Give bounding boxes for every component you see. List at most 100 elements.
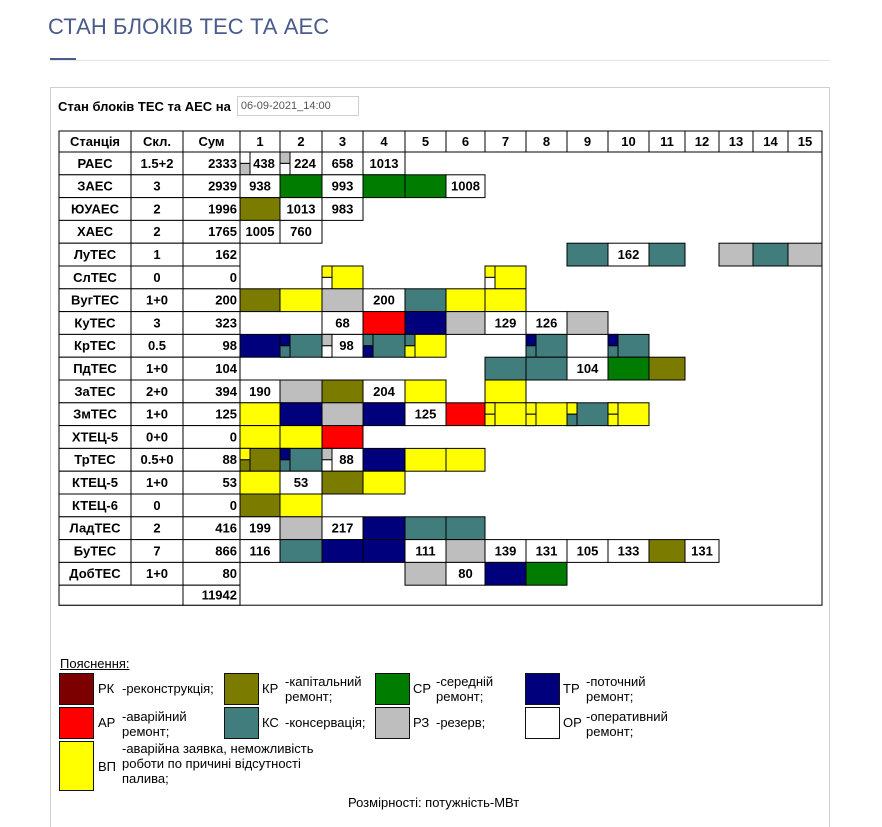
unit-cell	[362, 311, 406, 335]
unit-cell	[648, 356, 686, 381]
sum-value: 162	[215, 247, 237, 262]
sum-value: 2939	[208, 179, 237, 194]
skl-value: 1.5+2	[141, 156, 174, 171]
unit-value: 993	[332, 179, 354, 194]
column-header: 3	[339, 134, 346, 149]
unit-cell-marker	[484, 402, 496, 415]
skl-value: 3	[153, 315, 160, 330]
unit-value: 98	[339, 338, 353, 353]
sum-value: 0	[230, 498, 237, 513]
unit-value: 162	[618, 247, 640, 262]
unit-cell	[404, 516, 447, 541]
station-name: КрТЕС	[74, 338, 116, 353]
unit-cell	[279, 493, 323, 518]
column-header: 11	[660, 134, 674, 149]
skl-value: 1+0	[146, 475, 168, 490]
column-header: 1	[256, 134, 263, 149]
unit-cell-marker	[525, 345, 537, 358]
legend-swatch	[224, 707, 259, 739]
legend-swatch	[59, 673, 94, 705]
unit-value: 133	[618, 543, 640, 558]
skl-value: 0.5	[148, 338, 166, 353]
column-header: Станція	[70, 134, 120, 149]
unit-cell-marker	[362, 345, 374, 358]
unit-value: 200	[373, 293, 395, 308]
legend-description: -аварійна заявка, неможливість роботи по…	[122, 741, 314, 786]
legend-code: КС	[262, 715, 279, 730]
unit-cell	[279, 174, 323, 199]
station-name: БуТЕС	[74, 543, 117, 558]
skl-value: 0	[153, 498, 160, 513]
station-name: ДобТЕС	[69, 566, 121, 581]
sum-value: 125	[215, 407, 237, 422]
skl-value: 1+0	[146, 293, 168, 308]
unit-cell	[566, 242, 609, 267]
skl-value: 2+0	[146, 384, 168, 399]
skl-value: 1+0	[146, 361, 168, 376]
station-name: РАЕС	[78, 156, 114, 171]
date-input[interactable]	[236, 96, 359, 116]
sum-value: 1765	[208, 224, 237, 239]
unit-cell	[239, 288, 281, 313]
unit-value: 125	[415, 407, 437, 422]
legend-swatch	[525, 673, 560, 705]
unit-cell-marker	[607, 402, 619, 415]
unit-cell	[362, 447, 406, 472]
unit-cell	[239, 470, 281, 495]
total-value: 11942	[202, 588, 237, 603]
sum-value: 0	[230, 429, 237, 444]
unit-cell-marker	[362, 333, 374, 347]
unit-cell-marker	[484, 276, 496, 290]
sum-value: 98	[223, 338, 237, 353]
unit-cell-marker	[484, 413, 496, 427]
unit-cell-marker	[607, 333, 619, 347]
sum-value: 80	[223, 566, 237, 581]
column-header: 4	[380, 134, 388, 149]
column-header: 13	[729, 134, 743, 149]
legend-description: -капітальний ремонт;	[285, 674, 362, 704]
unit-cell	[525, 356, 568, 381]
legend-swatch	[375, 673, 410, 705]
unit-cell	[239, 333, 281, 358]
unit-value: 105	[577, 543, 599, 558]
unit-cell	[787, 242, 823, 267]
skl-value: 0	[153, 270, 160, 285]
unit-cell	[445, 174, 486, 199]
unit-value: 1013	[287, 201, 316, 216]
unit-cell	[445, 539, 486, 563]
unit-value: 111	[415, 543, 435, 558]
skl-value: 2	[153, 521, 160, 536]
unit-cell	[404, 447, 447, 472]
unit-cell	[279, 516, 323, 541]
skl-value: 3	[153, 179, 160, 194]
unit-cell-marker	[279, 447, 291, 461]
units-note: Розмірності: потужність-МВт	[348, 795, 520, 810]
unit-cell	[239, 493, 281, 518]
station-name: ЛадТЕС	[70, 521, 122, 536]
sum-value: 323	[215, 315, 237, 330]
divider	[50, 60, 830, 61]
legend-code: СР	[413, 681, 432, 696]
page-title: СТАН БЛОКІВ ТЕС ТА АЕС	[48, 14, 330, 39]
station-name: ЮУАЕС	[71, 201, 120, 216]
sum-value: 1996	[208, 201, 237, 216]
unit-cell	[404, 174, 447, 199]
unit-value: 1013	[370, 156, 399, 171]
unit-value: 204	[373, 384, 395, 399]
unit-cell-marker	[321, 459, 333, 472]
content-panel	[50, 87, 830, 827]
unit-cell	[321, 379, 364, 404]
unit-value: 53	[294, 475, 308, 490]
unit-cell	[484, 356, 527, 381]
unit-cell-marker	[404, 333, 416, 347]
unit-cell-marker	[239, 447, 251, 461]
station-name: СлТЕС	[73, 270, 117, 285]
column-header: 2	[297, 134, 304, 149]
unit-cell	[525, 561, 568, 586]
legend-description: -оперативний ремонт;	[586, 709, 668, 739]
sum-value: 866	[215, 543, 237, 558]
unit-cell-marker	[239, 459, 251, 472]
unit-cell	[648, 539, 686, 563]
legend-description: -резерв;	[436, 715, 486, 730]
